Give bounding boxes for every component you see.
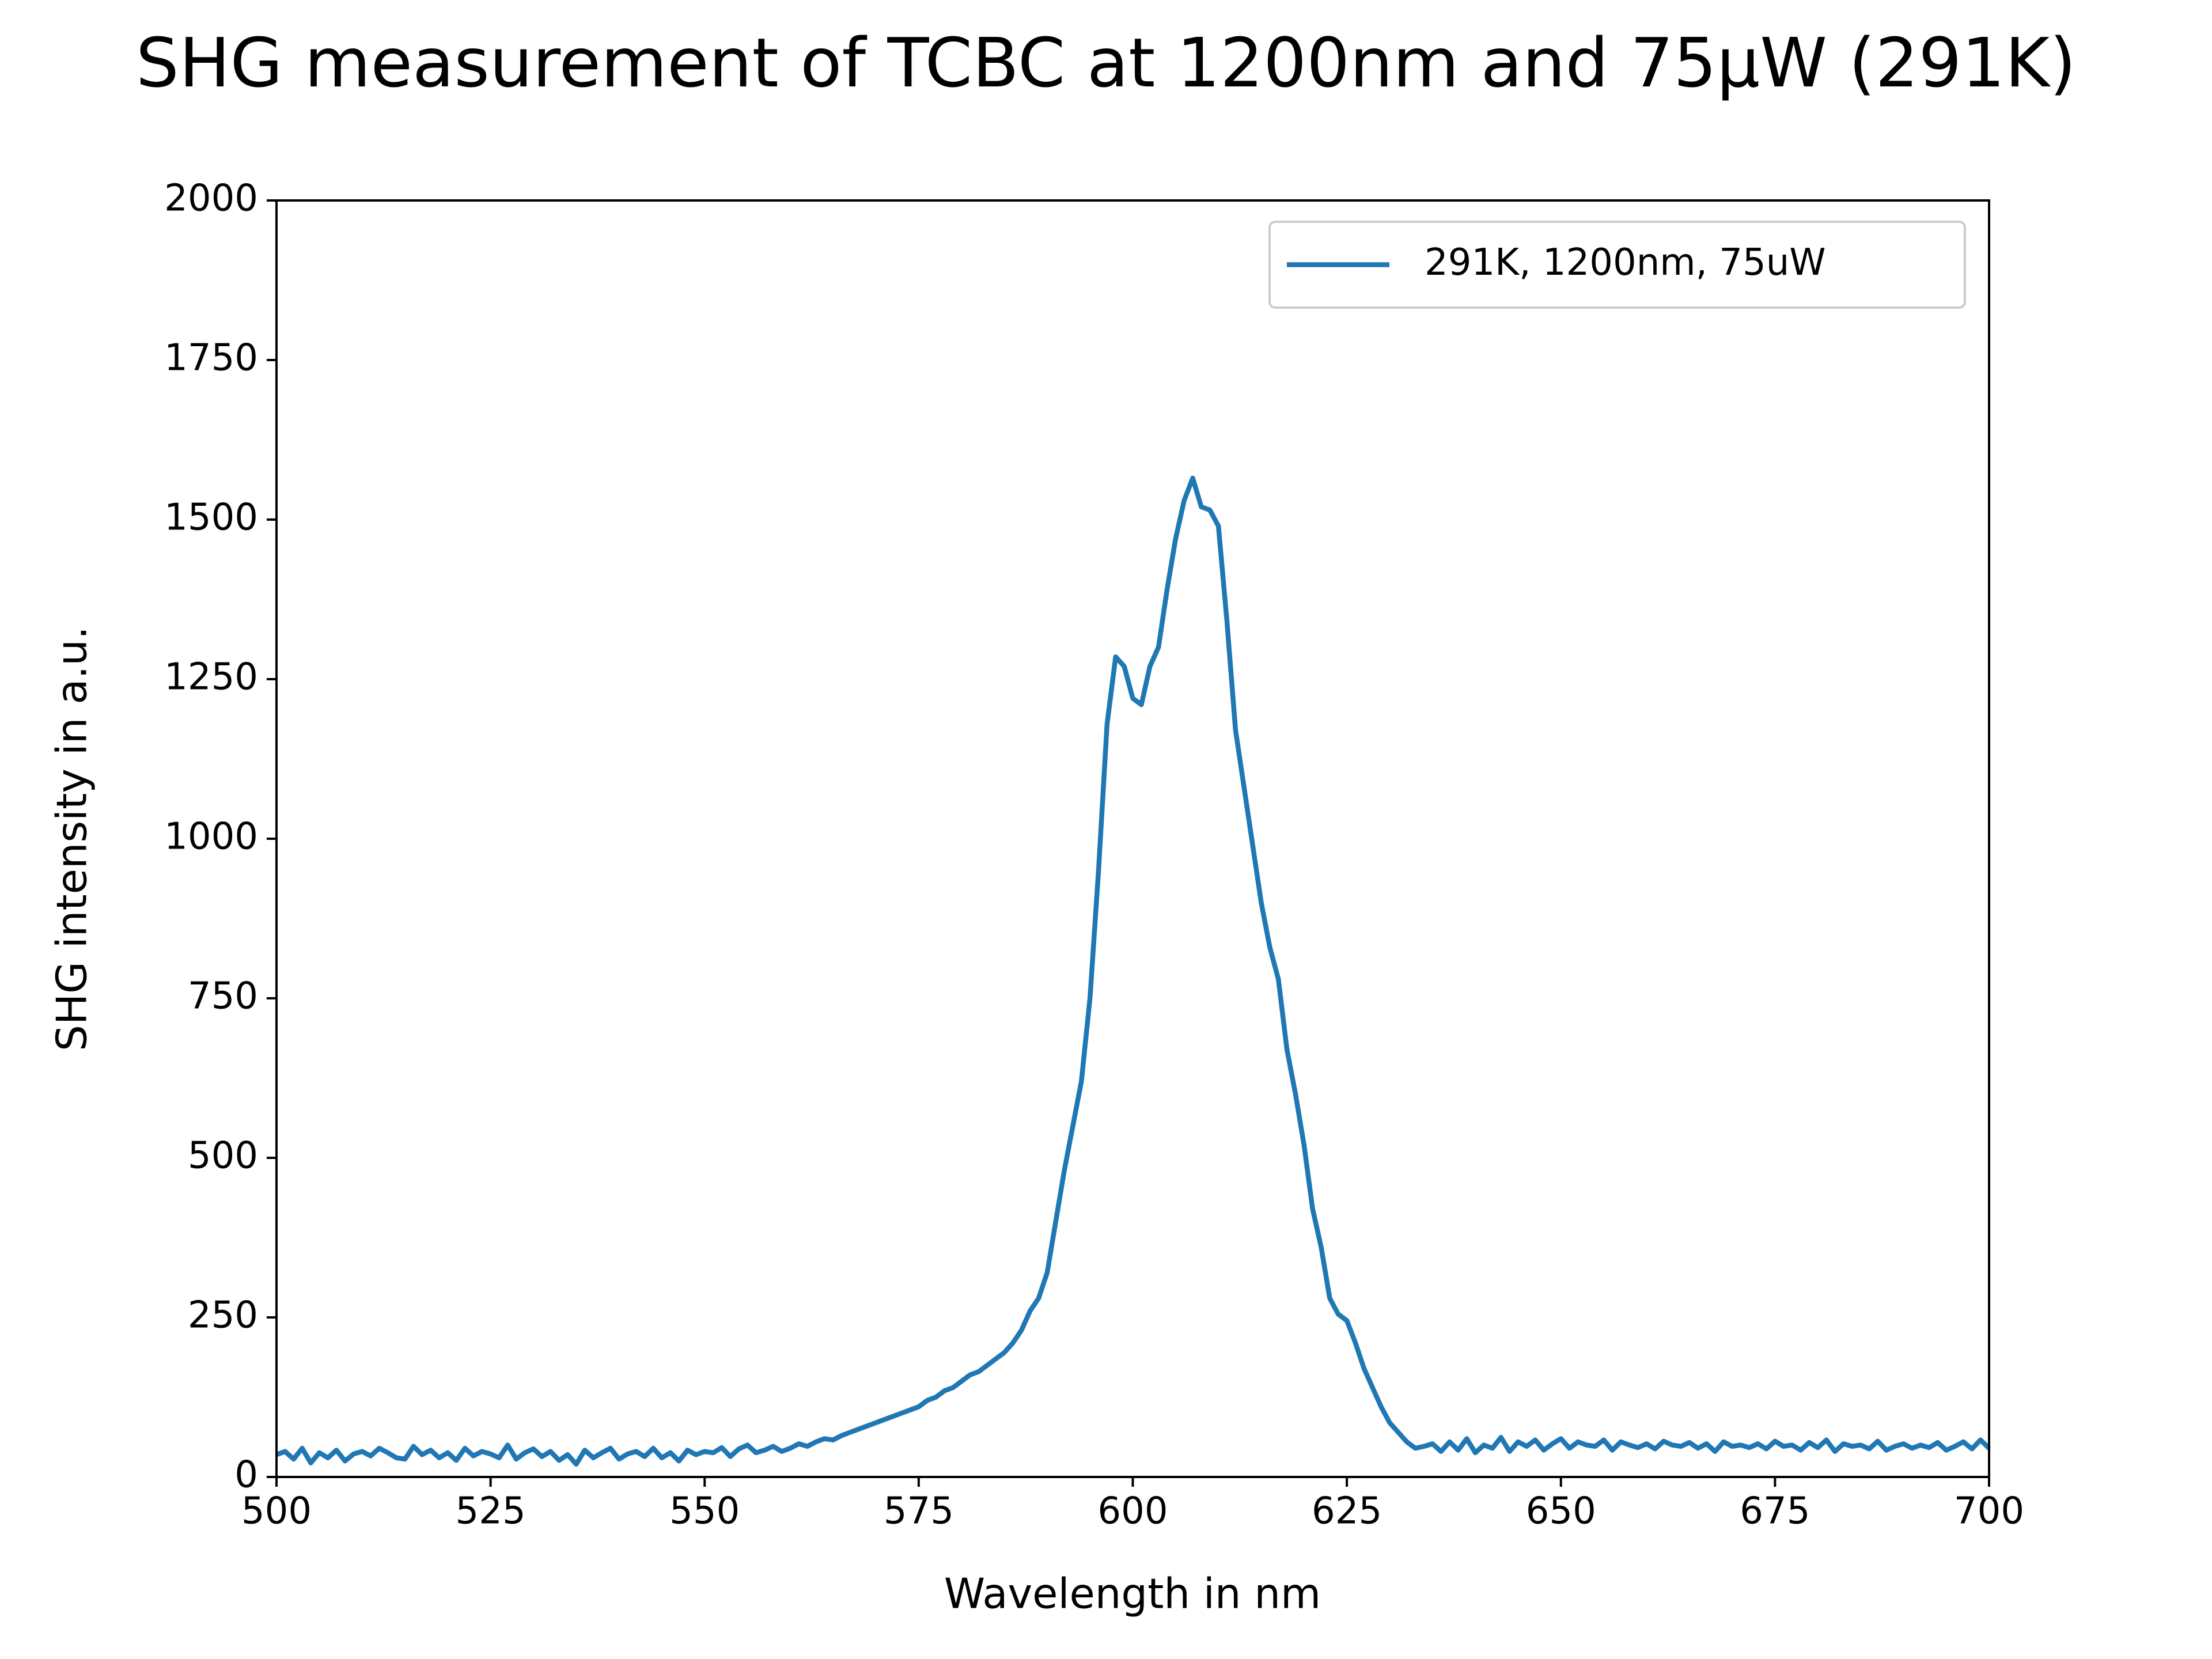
y-tick-label: 1750 bbox=[164, 337, 258, 380]
y-tick-label: 1500 bbox=[164, 497, 258, 539]
y-tick-label: 250 bbox=[188, 1294, 258, 1337]
x-tick-label: 550 bbox=[669, 1490, 740, 1533]
x-tick-label: 500 bbox=[241, 1490, 312, 1533]
y-tick-label: 1000 bbox=[164, 816, 258, 858]
plot-frame bbox=[275, 199, 1990, 1478]
x-tick-label: 700 bbox=[1954, 1490, 2024, 1533]
y-tick-label: 500 bbox=[188, 1135, 258, 1177]
x-tick-label: 650 bbox=[1526, 1490, 1596, 1533]
x-tick-label: 675 bbox=[1740, 1490, 1810, 1533]
chart-title: SHG measurement of TCBC at 1200nm and 75… bbox=[136, 23, 2076, 103]
legend-box bbox=[1268, 221, 1966, 309]
legend-label: 291K, 1200nm, 75uW bbox=[1425, 241, 1826, 284]
y-tick-label: 1250 bbox=[164, 656, 258, 699]
y-tick-label: 750 bbox=[188, 975, 258, 1018]
x-axis-label: Wavelength in nm bbox=[944, 1570, 1321, 1618]
x-tick-label: 600 bbox=[1097, 1490, 1168, 1533]
x-tick-label: 625 bbox=[1312, 1490, 1382, 1533]
x-tick-label: 575 bbox=[884, 1490, 954, 1533]
data-line bbox=[275, 475, 1991, 1467]
y-axis-label: SHG intensity in a.u. bbox=[48, 626, 96, 1051]
y-tick-label: 0 bbox=[234, 1454, 258, 1497]
y-tick-label: 2000 bbox=[164, 177, 258, 220]
x-tick-label: 525 bbox=[456, 1490, 526, 1533]
